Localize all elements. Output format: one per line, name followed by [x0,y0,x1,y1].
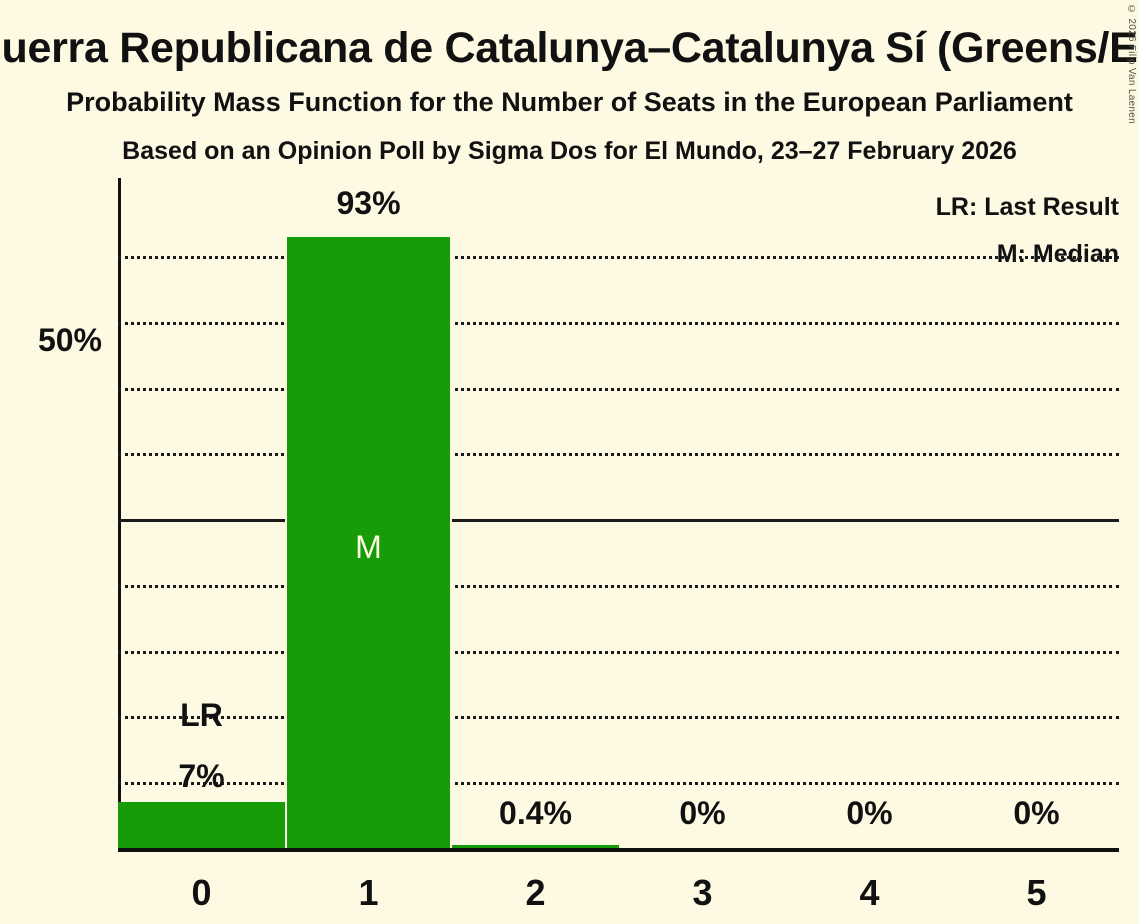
x-axis-line [118,848,1119,852]
x-axis-tick-label-2: 2 [525,872,546,913]
plot-area: M [118,178,1119,852]
chart-title: uerra Republicana de Catalunya–Catalunya… [0,22,1139,74]
gridline-10 [118,782,1119,785]
last-result-marker-label: LR [180,697,223,733]
median-marker-label: M [355,529,382,565]
y-axis-line [118,178,121,848]
value-label-4: 0% [846,795,893,831]
gridline-20 [118,716,1119,719]
value-label-5: 0% [1013,795,1060,831]
chart-subtitle: Probability Mass Function for the Number… [66,87,1073,117]
gridline-30 [118,651,1119,654]
value-label-3: 0% [679,795,726,831]
chart-legend: LR: Last Result M: Median [936,184,1119,278]
gridline-60 [118,453,1119,456]
gridline-50-major [118,519,1119,522]
gridline-90 [118,256,1119,259]
bar-2[interactable] [452,845,619,848]
x-axis-tick-label-0: 0 [191,872,212,913]
y-axis-tick-label-50: 50% [37,322,102,358]
x-axis-tick-label-3: 3 [692,872,713,913]
legend-item-last-result: LR: Last Result [935,193,1119,221]
x-axis-tick-label-1: 1 [358,872,379,913]
chart-source-note: Based on an Opinion Poll by Sigma Dos fo… [122,137,1017,165]
copyright-notice: © 2026 Filip Van Laenen [1126,4,1137,125]
value-label-2: 0.4% [499,795,572,831]
value-label-0: 7% [178,758,225,794]
bar-1[interactable]: M [285,237,452,848]
x-axis-tick-label-5: 5 [1026,872,1047,913]
legend-item-median: M: Median [996,240,1119,268]
chart-title-text: uerra Republicana de Catalunya–Catalunya… [1,24,1138,72]
gridline-40 [118,585,1119,588]
value-label-1: 93% [336,185,401,221]
gridline-70 [118,388,1119,391]
x-axis-tick-label-4: 4 [859,872,880,913]
bar-0[interactable] [118,802,285,848]
gridline-80 [118,322,1119,325]
